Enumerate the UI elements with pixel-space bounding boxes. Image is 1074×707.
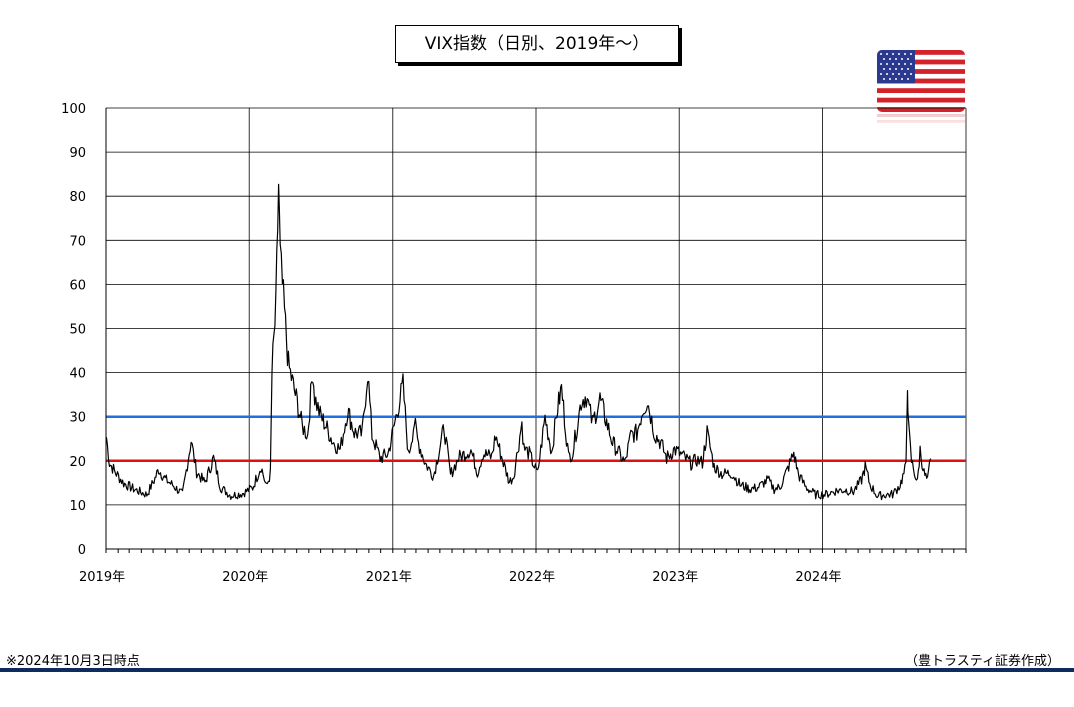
chart-title: VIX指数（日別、2019年～） bbox=[395, 25, 679, 63]
y-tick-label: 80 bbox=[69, 190, 86, 205]
x-tick-label: 2020年 bbox=[222, 570, 268, 585]
y-tick-label: 60 bbox=[69, 278, 86, 293]
x-tick-label: 2023年 bbox=[652, 570, 698, 585]
x-tick-label: 2022年 bbox=[509, 570, 555, 585]
credit: （豊トラスティ証券作成） bbox=[905, 654, 1060, 669]
footnote: ※2024年10月3日時点 bbox=[6, 654, 140, 669]
y-tick-label: 90 bbox=[69, 146, 86, 161]
y-tick-label: 20 bbox=[69, 455, 86, 470]
reference-lines bbox=[106, 415, 966, 463]
x-tick-label: 2019年 bbox=[79, 570, 125, 585]
x-tick-label: 2021年 bbox=[366, 570, 412, 585]
y-tick-label: 50 bbox=[69, 323, 86, 338]
vix-series-line bbox=[105, 183, 932, 501]
vix-line-chart: 0 10 20 30 40 50 60 70 80 90 100 2019年 2020年 2021年 202… bbox=[61, 102, 967, 585]
x-tick-label: 2024年 bbox=[795, 570, 841, 585]
y-tick-label: 10 bbox=[69, 499, 86, 514]
y-tick-label: 30 bbox=[69, 411, 86, 426]
axes bbox=[105, 108, 967, 553]
y-tick-label: 0 bbox=[78, 543, 86, 558]
y-tick-label: 100 bbox=[61, 102, 86, 117]
grid bbox=[105, 107, 967, 550]
y-tick-label: 70 bbox=[69, 234, 86, 249]
us-flag-icon bbox=[877, 50, 965, 130]
series-layer bbox=[105, 183, 932, 501]
footer-bar bbox=[0, 668, 1074, 672]
tick-labels: 0 10 20 30 40 50 60 70 80 90 100 2019年 2020年 2021年 202… bbox=[61, 102, 841, 585]
y-tick-label: 40 bbox=[69, 367, 86, 382]
